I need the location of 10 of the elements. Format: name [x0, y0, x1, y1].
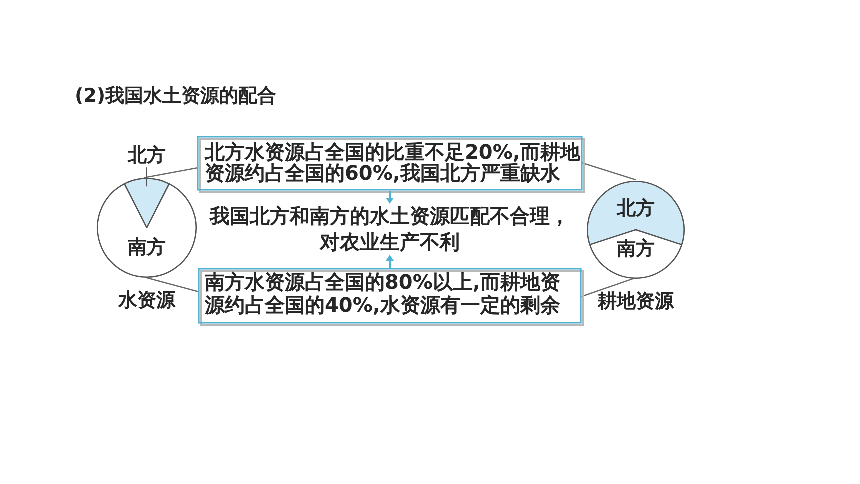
slice-label: 北方: [616, 198, 655, 220]
text: (2)我国水土资源的配合: [75, 84, 277, 107]
slice-label: 北方: [127, 144, 166, 167]
text: 耕地资源: [597, 290, 675, 312]
text: 北方水资源占全国的比重不足20%,而耕地资源约占全国的60%,我国北方严重缺水: [204, 140, 582, 186]
slice-label: 南方: [127, 236, 166, 259]
text: 水资源: [118, 289, 176, 312]
text: 我国北方和南方的水土资源匹配不合理，对农业生产不利: [209, 204, 570, 254]
text: 南方水资源占全国的80%以上,而耕地资源约占全国的40%,水资源有一定的剩余: [204, 270, 562, 318]
slice-label: 南方: [616, 238, 655, 260]
